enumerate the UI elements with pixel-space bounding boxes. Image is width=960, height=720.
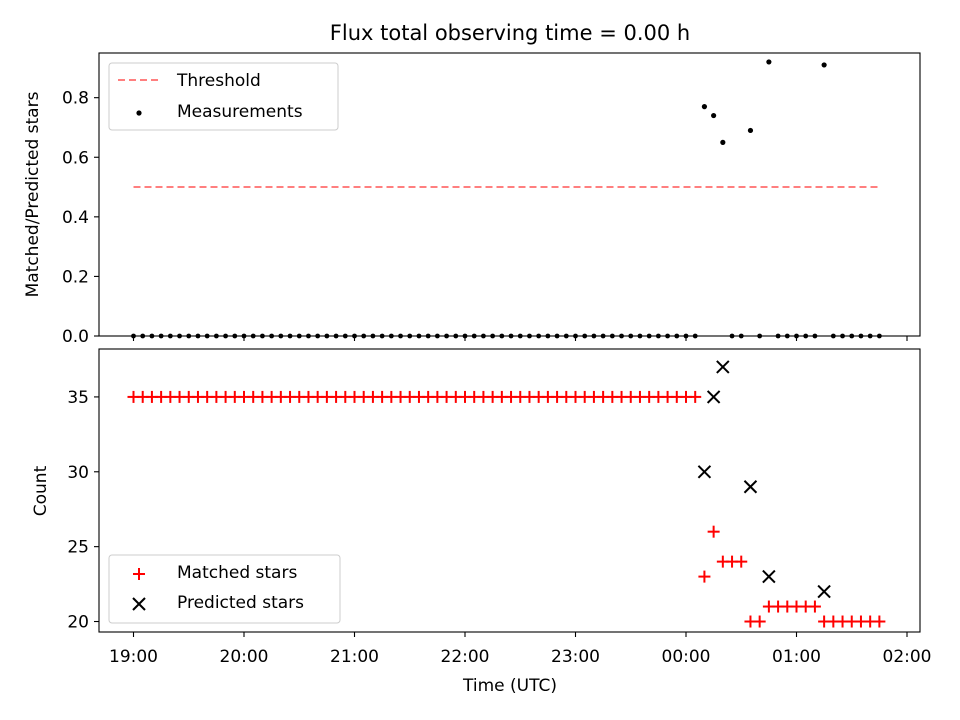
top-y-tick-label: 0.4	[62, 208, 89, 228]
bottom-panel: 20 25 30 35 19:00 20:00 21:00 22:00 23:00 00:00 0…	[31, 348, 932, 696]
top-legend: Threshold Measurements	[108, 62, 339, 131]
legend-matched-swatch	[133, 568, 145, 580]
top-y-tick-label: 0.6	[62, 148, 89, 168]
matched-star-point	[689, 390, 702, 403]
measurement-point	[766, 59, 772, 65]
measurement-point	[720, 139, 726, 145]
chart-title: Flux total observing time = 0.00 h	[330, 21, 690, 45]
x-axis-label: Time (UTC)	[462, 676, 557, 696]
x-tick-label: 01:00	[772, 647, 821, 667]
legend-predicted-swatch	[132, 597, 146, 611]
x-tick-label: 22:00	[441, 647, 490, 667]
bottom-y-tick-label: 25	[67, 538, 89, 558]
x-tick-label: 00:00	[662, 647, 711, 667]
bottom-y-tick-label: 20	[67, 613, 89, 633]
x-tick-label: 02:00	[883, 647, 932, 667]
bottom-y-axis-label: Count	[31, 465, 51, 516]
legend-predicted-label: Predicted stars	[177, 593, 304, 613]
measurement-point	[701, 104, 708, 110]
x-tick-label: 19:00	[109, 647, 158, 667]
top-y-tick-label: 0.8	[62, 89, 89, 109]
top-y-tick-label: 0.2	[62, 267, 89, 287]
measurement-point	[711, 112, 717, 119]
bottom-y-tick-label: 30	[67, 463, 89, 483]
matched-star-point	[873, 615, 886, 628]
matched-star-point	[753, 615, 766, 628]
legend-measurements-label: Measurements	[177, 102, 303, 122]
measurement-point	[747, 127, 754, 134]
x-tick-label: 23:00	[551, 647, 600, 667]
predicted-star-point	[697, 465, 712, 479]
top-y-tick-label: 0.0	[62, 327, 89, 347]
measurement-point	[821, 62, 827, 68]
legend-threshold-label: Threshold	[176, 71, 261, 91]
matched-star-point	[698, 570, 711, 583]
predicted-star-point	[716, 360, 730, 374]
predicted-star-point	[817, 584, 831, 599]
top-y-axis-label: Matched/Predicted stars	[23, 91, 43, 297]
x-tick-label: 21:00	[330, 647, 379, 667]
bottom-legend: Matched stars Predicted stars	[108, 554, 341, 624]
matched-star-point	[808, 600, 821, 613]
bottom-y-tick-label: 35	[67, 388, 89, 408]
legend-measurements-swatch	[136, 110, 142, 116]
top-axes-frame	[98, 52, 921, 337]
predicted-star-point	[743, 480, 758, 494]
x-tick-label: 20:00	[220, 647, 269, 667]
predicted-star-point	[762, 569, 776, 584]
legend-matched-label: Matched stars	[177, 563, 297, 583]
bottom-axes-frame	[98, 348, 921, 633]
matched-star-point	[707, 525, 720, 538]
top-panel: 0.00.20.40.60.8 Matched/Predicted stars …	[23, 52, 921, 347]
predicted-star-point	[706, 390, 721, 404]
matched-star-point	[735, 555, 748, 568]
